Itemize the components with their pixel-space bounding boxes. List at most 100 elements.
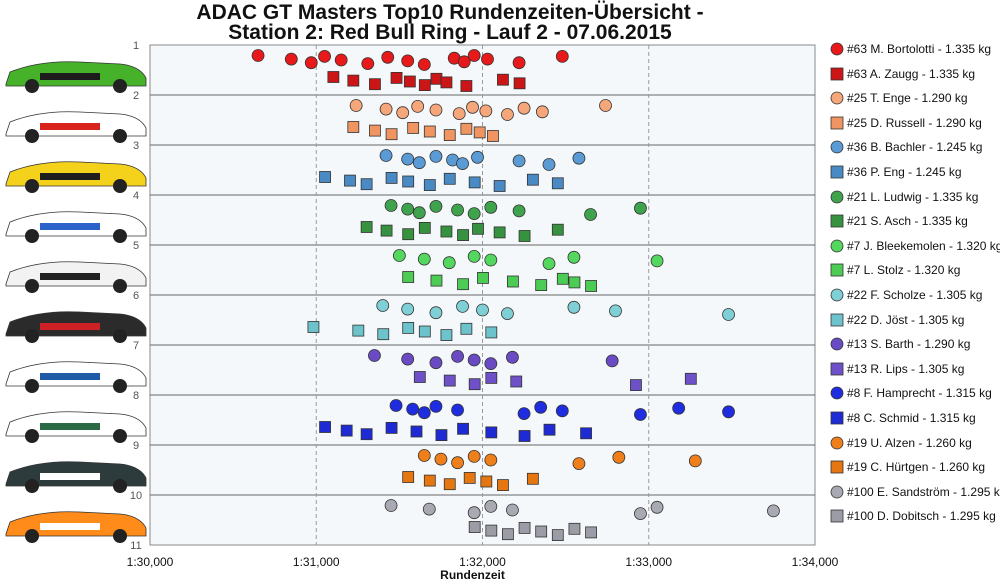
car-wheel — [25, 329, 39, 343]
data-point — [535, 279, 548, 292]
data-point — [551, 529, 564, 541]
data-point — [402, 471, 415, 483]
data-point — [605, 354, 619, 368]
data-point — [361, 57, 375, 70]
data-point — [501, 307, 514, 321]
car-wheel — [25, 279, 39, 293]
series-12 — [307, 321, 498, 342]
data-point — [384, 199, 398, 212]
data-point — [451, 456, 464, 470]
chart-title-line-2: Station 2: Red Bull Ring - Lauf 2 - 07.0… — [228, 21, 672, 44]
series-8 — [360, 221, 564, 242]
data-point — [542, 257, 556, 271]
data-point — [487, 130, 499, 142]
data-point — [467, 207, 481, 221]
legend-item: #7 J. Bleekemolen - 1.320 kg — [829, 235, 1000, 257]
data-point — [369, 124, 381, 137]
data-point — [485, 426, 498, 439]
data-point — [418, 221, 431, 234]
data-point — [452, 107, 466, 120]
data-point — [423, 474, 436, 487]
legend-item: #25 D. Russell - 1.290 kg — [829, 112, 982, 134]
car-thumbnail — [5, 311, 147, 343]
data-point — [430, 274, 443, 287]
data-point — [543, 423, 556, 436]
data-point — [585, 526, 597, 539]
car-wheel — [25, 429, 39, 443]
legend-square-marker — [830, 313, 844, 326]
legend-circle-marker — [830, 386, 844, 400]
data-point — [484, 200, 498, 214]
data-point — [467, 49, 481, 62]
legend-circle-marker — [830, 436, 844, 449]
car-thumbnail — [5, 461, 147, 493]
car-stripe — [40, 323, 100, 330]
series-14 — [413, 371, 697, 392]
car-wheel — [113, 329, 127, 343]
data-point — [493, 180, 506, 192]
legend-square-marker — [830, 67, 844, 80]
data-point — [568, 276, 581, 289]
data-point — [304, 56, 318, 70]
legend-square-marker — [830, 214, 844, 228]
data-point — [443, 478, 456, 491]
legend-square-marker — [830, 116, 844, 130]
car-wheel — [25, 479, 39, 493]
data-point — [612, 450, 626, 464]
data-point — [319, 421, 331, 433]
legend-circle-marker — [830, 288, 844, 302]
data-point — [580, 427, 592, 440]
data-point — [352, 324, 365, 337]
data-point — [481, 52, 494, 66]
data-point — [567, 250, 581, 264]
legend-label: #19 C. Hürtgen - 1.260 kg — [847, 460, 986, 475]
data-point — [457, 229, 469, 242]
data-point — [422, 502, 436, 516]
data-point — [385, 421, 398, 434]
data-point — [463, 471, 476, 484]
car-thumbnail — [5, 161, 147, 193]
data-point — [429, 356, 443, 370]
data-point — [423, 125, 436, 138]
car-wheel — [25, 379, 39, 393]
legend-item: #63 A. Zaugg - 1.335 kg — [829, 63, 975, 85]
legend-item: #19 C. Hürtgen - 1.260 kg — [829, 456, 985, 478]
data-point — [401, 202, 415, 216]
x-tick-label: 1:30,000 — [127, 555, 174, 569]
data-point — [434, 452, 448, 466]
data-point — [407, 122, 420, 134]
legend-label: #7 J. Bleekemolen - 1.320 kg — [847, 238, 1000, 253]
data-point — [334, 53, 348, 67]
legend-circle-marker — [830, 42, 844, 56]
data-point — [380, 224, 393, 237]
data-point — [484, 357, 498, 371]
data-point — [507, 275, 519, 288]
data-point — [319, 171, 331, 183]
data-point — [650, 254, 664, 268]
legend-circle-marker — [830, 485, 844, 499]
legend-item: #8 F. Hamprecht - 1.315 kg — [829, 382, 992, 404]
series-6 — [319, 171, 564, 192]
series-18 — [402, 471, 539, 492]
data-point — [517, 101, 531, 115]
data-point — [512, 154, 526, 168]
data-point — [476, 303, 489, 317]
data-point — [484, 499, 498, 513]
data-point — [440, 225, 453, 238]
data-point — [401, 302, 415, 316]
data-point — [722, 405, 735, 419]
data-point — [440, 76, 453, 89]
y-tick-label: 9 — [133, 440, 139, 452]
car-wheel — [113, 229, 127, 243]
series-17 — [417, 449, 702, 471]
legend-label: #8 C. Schmid - 1.315 kg — [847, 411, 976, 425]
data-point — [634, 507, 647, 520]
data-point — [471, 150, 484, 164]
data-point — [688, 454, 702, 468]
car-thumbnail — [5, 261, 147, 293]
car-wheel — [25, 529, 39, 543]
car-thumbnail — [5, 111, 147, 143]
legend-item: #36 B. Bachler - 1.245 kg — [829, 136, 982, 158]
data-point — [497, 73, 509, 86]
y-tick-label: 5 — [133, 240, 139, 252]
